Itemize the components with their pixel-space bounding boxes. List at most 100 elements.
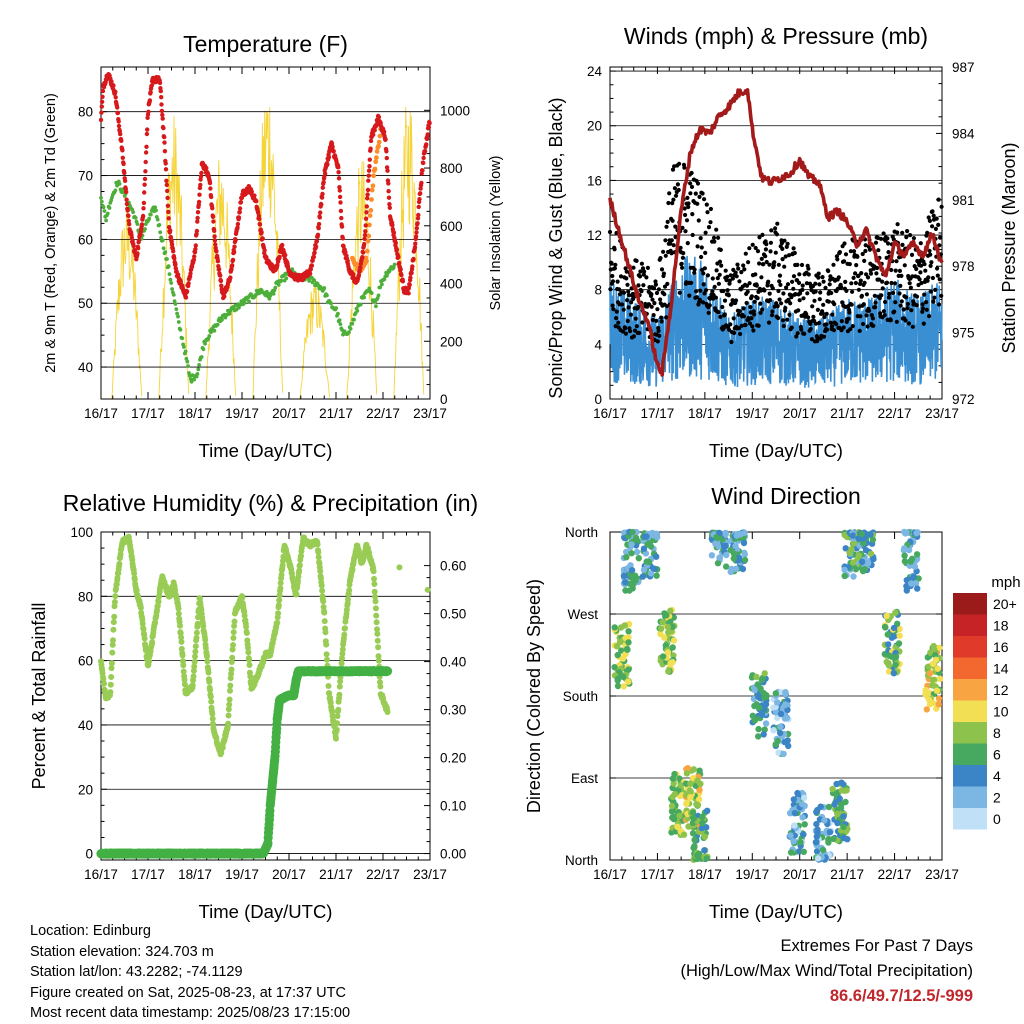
gust-point: [847, 310, 852, 315]
temp-2m-point: [309, 263, 315, 268]
direction-point: [708, 552, 716, 559]
y-tick-label: 16: [587, 173, 602, 188]
gust-point: [898, 283, 903, 288]
gust-point: [625, 318, 630, 324]
gust-point: [623, 331, 629, 336]
gust-point: [842, 259, 847, 264]
gust-point: [741, 263, 746, 268]
gust-point: [704, 202, 709, 207]
gust-point: [794, 334, 799, 339]
gust-point: [928, 289, 934, 294]
temp-2m-point: [337, 188, 342, 193]
gust-point: [768, 249, 773, 254]
gust-point: [678, 245, 683, 250]
temp-2m-point: [340, 236, 345, 241]
gust-point: [920, 306, 926, 311]
x-tick-label: 22/17: [366, 867, 400, 882]
y2-tick-label: 978: [952, 259, 975, 274]
solar-insolation-line: [393, 106, 425, 400]
gust-point: [865, 275, 871, 280]
gust-point: [701, 282, 706, 287]
gust-point: [638, 269, 643, 274]
gust-point: [783, 254, 788, 259]
gust-point: [758, 310, 763, 315]
gust-point: [768, 240, 774, 245]
dewpoint-point: [352, 317, 356, 322]
gust-point: [653, 279, 658, 284]
dewpoint-point: [186, 364, 191, 368]
gust-point: [889, 267, 894, 273]
gust-point: [711, 235, 717, 240]
gust-point: [792, 250, 797, 256]
gust-point: [697, 194, 702, 199]
humidity-point: [192, 643, 199, 650]
x-tick-label: 20/17: [783, 867, 817, 882]
humidity-point: [131, 570, 138, 577]
gust-point: [922, 292, 927, 297]
gust-point: [753, 272, 758, 277]
gust-point: [820, 311, 826, 316]
humidity-point: [207, 687, 213, 693]
dewpoint-point: [159, 235, 164, 240]
temp-2m-point: [410, 264, 415, 269]
gust-point: [791, 286, 796, 291]
gust-point: [665, 219, 670, 224]
gust-point: [666, 200, 671, 206]
gust-point: [925, 230, 930, 235]
dewpoint-point: [307, 279, 311, 283]
gust-point: [813, 289, 818, 294]
gust-point: [689, 170, 694, 176]
gust-point: [903, 318, 908, 323]
temp-2m-point: [213, 242, 218, 247]
gust-point: [707, 303, 712, 308]
humidity-point: [111, 599, 118, 605]
gust-point: [779, 301, 784, 306]
gust-point: [931, 213, 936, 218]
temp-2m-point: [399, 272, 404, 278]
humidity-point: [193, 629, 200, 636]
gust-point: [636, 283, 641, 288]
direction-point: [687, 794, 694, 801]
humidity-point: [109, 641, 116, 648]
direction-point: [696, 850, 703, 857]
gust-point: [804, 312, 809, 317]
temp-2m-point: [141, 206, 146, 211]
temp-2m-point: [237, 209, 242, 215]
gust-point: [820, 275, 825, 280]
x-tick-label: 18/17: [688, 867, 722, 882]
direction-point: [762, 701, 770, 708]
gust-point: [676, 187, 681, 193]
temp-2m-point: [406, 291, 411, 296]
y2-tick-label: 200: [440, 334, 463, 349]
gust-point: [626, 289, 631, 294]
humidity-point: [275, 610, 282, 617]
gust-point: [673, 224, 678, 229]
gust-point: [893, 268, 898, 273]
gust-point: [850, 289, 855, 294]
gust-point: [625, 282, 630, 287]
dewpoint-point: [131, 210, 136, 215]
gust-point: [641, 283, 646, 288]
temp-2m-point: [113, 89, 118, 95]
gust-point: [906, 321, 912, 326]
gust-point: [797, 298, 802, 303]
temp-2m-point: [215, 259, 221, 264]
temp-2m-point: [421, 160, 426, 166]
gust-point: [928, 263, 933, 268]
temp-2m-point: [422, 149, 428, 154]
gust-point: [769, 313, 775, 318]
gust-point: [631, 265, 636, 270]
gust-point: [849, 302, 854, 307]
gust-point: [839, 319, 844, 324]
gust-point: [737, 309, 742, 314]
x-tick-label: 18/17: [178, 867, 212, 882]
temp-2m-point: [426, 125, 432, 130]
gust-point: [702, 291, 707, 296]
humidity-point: [228, 666, 235, 673]
direction-point: [651, 565, 658, 572]
gust-point: [791, 274, 797, 279]
gust-point: [722, 312, 727, 317]
temp-2m-point: [386, 189, 391, 194]
dewpoint-point: [284, 276, 289, 281]
gust-point: [847, 262, 852, 267]
